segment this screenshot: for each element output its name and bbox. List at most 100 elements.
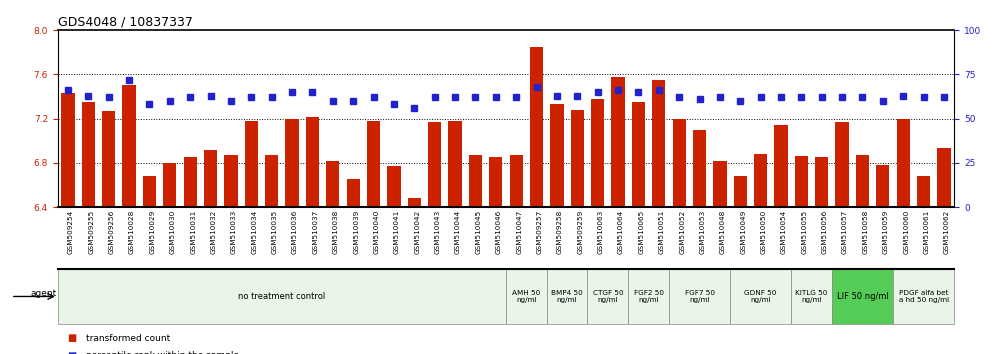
Text: GSM510030: GSM510030 bbox=[169, 210, 176, 255]
Text: GSM510061: GSM510061 bbox=[923, 210, 929, 255]
Text: GSM510063: GSM510063 bbox=[598, 210, 604, 255]
Text: GSM510031: GSM510031 bbox=[190, 210, 196, 255]
Bar bbox=[142, 176, 156, 207]
Bar bbox=[489, 157, 502, 207]
Text: GDNF 50
ng/ml: GDNF 50 ng/ml bbox=[744, 290, 777, 303]
Bar bbox=[893, 269, 954, 324]
Text: GSM510036: GSM510036 bbox=[292, 210, 298, 255]
Text: GSM510049: GSM510049 bbox=[740, 210, 746, 255]
Bar bbox=[791, 269, 832, 324]
Bar bbox=[937, 148, 950, 207]
Text: GSM510052: GSM510052 bbox=[679, 210, 685, 255]
Text: FGF7 50
ng/ml: FGF7 50 ng/ml bbox=[684, 290, 714, 303]
Text: GSM510028: GSM510028 bbox=[129, 210, 135, 255]
Bar bbox=[571, 110, 584, 207]
Bar bbox=[469, 155, 482, 207]
Text: GSM510065: GSM510065 bbox=[638, 210, 644, 255]
Text: GSM510058: GSM510058 bbox=[863, 210, 869, 255]
Text: GSM510060: GSM510060 bbox=[903, 210, 909, 255]
Bar bbox=[506, 269, 547, 324]
Bar bbox=[265, 155, 278, 207]
Bar bbox=[631, 102, 645, 207]
Bar bbox=[547, 269, 588, 324]
Bar bbox=[123, 85, 135, 207]
Text: GSM510035: GSM510035 bbox=[272, 210, 278, 255]
Bar bbox=[62, 93, 75, 207]
Text: KITLG 50
ng/ml: KITLG 50 ng/ml bbox=[796, 290, 828, 303]
Text: GSM510048: GSM510048 bbox=[720, 210, 726, 255]
Bar bbox=[510, 155, 523, 207]
Bar bbox=[815, 157, 829, 207]
Text: PDGF alfa bet
a hd 50 ng/ml: PDGF alfa bet a hd 50 ng/ml bbox=[898, 290, 948, 303]
Bar bbox=[224, 155, 238, 207]
Bar bbox=[306, 118, 319, 207]
Bar bbox=[102, 111, 116, 207]
Bar bbox=[530, 47, 543, 207]
Bar bbox=[917, 176, 930, 207]
Text: GSM510050: GSM510050 bbox=[761, 210, 767, 255]
Bar bbox=[795, 156, 808, 207]
Text: no treatment control: no treatment control bbox=[238, 292, 326, 301]
Bar bbox=[628, 269, 669, 324]
Text: FGF2 50
ng/ml: FGF2 50 ng/ml bbox=[633, 290, 663, 303]
Text: GSM510037: GSM510037 bbox=[313, 210, 319, 255]
Text: GSM510044: GSM510044 bbox=[455, 210, 461, 255]
Text: GDS4048 / 10837337: GDS4048 / 10837337 bbox=[58, 16, 192, 29]
Bar bbox=[856, 155, 870, 207]
Bar bbox=[183, 157, 197, 207]
Text: LIF 50 ng/ml: LIF 50 ng/ml bbox=[837, 292, 888, 301]
Bar bbox=[591, 99, 605, 207]
Text: GSM509259: GSM509259 bbox=[578, 210, 584, 255]
Text: AMH 50
ng/ml: AMH 50 ng/ml bbox=[512, 290, 541, 303]
Text: GSM510046: GSM510046 bbox=[496, 210, 502, 255]
Bar bbox=[896, 119, 910, 207]
Bar bbox=[612, 76, 624, 207]
Text: GSM510038: GSM510038 bbox=[333, 210, 339, 255]
Bar bbox=[286, 119, 299, 207]
Bar bbox=[428, 122, 441, 207]
Bar bbox=[387, 166, 400, 207]
Text: GSM510056: GSM510056 bbox=[822, 210, 828, 255]
Bar bbox=[347, 179, 360, 207]
Bar bbox=[832, 269, 893, 324]
Text: GSM510053: GSM510053 bbox=[699, 210, 705, 255]
Bar bbox=[58, 269, 506, 324]
Bar bbox=[245, 121, 258, 207]
Bar bbox=[588, 269, 628, 324]
Text: GSM510032: GSM510032 bbox=[210, 210, 216, 255]
Text: GSM510042: GSM510042 bbox=[414, 210, 420, 255]
Bar bbox=[82, 102, 95, 207]
Text: GSM510054: GSM510054 bbox=[781, 210, 787, 255]
Text: GSM509258: GSM509258 bbox=[557, 210, 563, 255]
Text: percentile rank within the sample: percentile rank within the sample bbox=[86, 351, 239, 354]
Bar bbox=[326, 161, 340, 207]
Bar bbox=[550, 104, 564, 207]
Text: GSM510029: GSM510029 bbox=[149, 210, 155, 255]
Text: GSM510039: GSM510039 bbox=[354, 210, 360, 255]
Text: transformed count: transformed count bbox=[86, 333, 170, 343]
Bar bbox=[367, 121, 380, 207]
Text: GSM510043: GSM510043 bbox=[434, 210, 440, 255]
Text: GSM510033: GSM510033 bbox=[231, 210, 237, 255]
Bar bbox=[163, 163, 176, 207]
Bar bbox=[672, 119, 686, 207]
Text: GSM510055: GSM510055 bbox=[802, 210, 808, 255]
Bar bbox=[713, 161, 726, 207]
Bar bbox=[204, 150, 217, 207]
Text: BMP4 50
ng/ml: BMP4 50 ng/ml bbox=[551, 290, 583, 303]
Text: GSM510047: GSM510047 bbox=[516, 210, 522, 255]
Text: GSM509255: GSM509255 bbox=[89, 210, 95, 255]
Bar bbox=[734, 176, 747, 207]
Text: GSM510045: GSM510045 bbox=[475, 210, 481, 255]
Bar bbox=[652, 80, 665, 207]
Text: GSM510041: GSM510041 bbox=[393, 210, 400, 255]
Text: agent: agent bbox=[31, 289, 57, 298]
Text: GSM509254: GSM509254 bbox=[68, 210, 74, 255]
Text: GSM510057: GSM510057 bbox=[843, 210, 849, 255]
Text: ■: ■ bbox=[68, 333, 80, 343]
Text: GSM510051: GSM510051 bbox=[658, 210, 664, 255]
Text: GSM510064: GSM510064 bbox=[618, 210, 624, 255]
Bar bbox=[774, 125, 788, 207]
Text: ■: ■ bbox=[68, 351, 80, 354]
Bar bbox=[407, 198, 421, 207]
